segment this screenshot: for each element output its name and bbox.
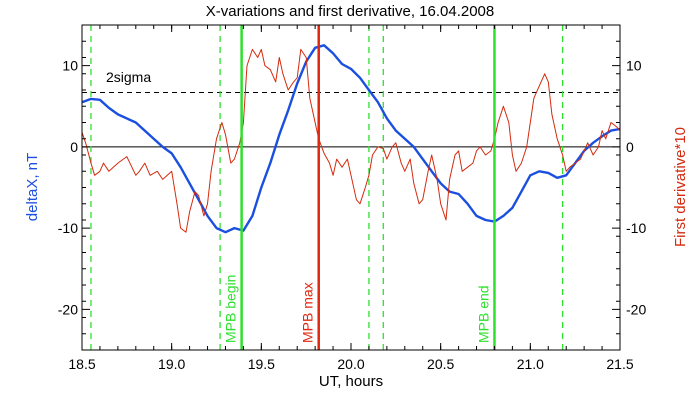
chart-title: X-variations and first derivative, 16.04…: [206, 3, 495, 20]
y-tick-label-right: 0: [626, 139, 634, 155]
y-tick-label-right: -20: [626, 301, 646, 317]
x-axis-label: UT, hours: [319, 373, 383, 390]
sigma-label: 2sigma: [106, 69, 151, 85]
marker-label: MPB begin: [223, 275, 239, 343]
x-tick-label: 19.5: [248, 356, 275, 372]
y-tick-label-left: 10: [62, 58, 78, 74]
y-axis-label-right: First derivative*10: [672, 127, 689, 247]
marker-label: MPB max: [300, 282, 316, 343]
marker-label: MPB end: [475, 285, 491, 343]
x-tick-label: 19.0: [158, 356, 185, 372]
deltax-line: [81, 44, 621, 234]
plot-area: MPB begin MPB max MPB end: [81, 25, 621, 350]
y-tick-label-left: 0: [70, 139, 78, 155]
derivative-line: [81, 48, 621, 233]
x-tick-label: 20.0: [337, 356, 364, 372]
axis-ticks: 18.5 19.0 19.5 20.0 20.5 21.0 21.5 -20 -20 -10 -10…: [58, 25, 646, 372]
y-tick-label-left: -20: [58, 301, 78, 317]
plot-frame: [81, 24, 621, 351]
x-tick-label: 20.5: [427, 356, 454, 372]
x-tick-label: 21.0: [517, 356, 544, 372]
y-tick-label-right: 10: [626, 58, 642, 74]
y-axis-label-left: deltaX, nT: [24, 153, 41, 221]
x-tick-label: 21.5: [606, 356, 633, 372]
y-tick-label-right: -10: [626, 220, 646, 236]
x-tick-label: 18.5: [68, 356, 95, 372]
y-tick-label-left: -10: [58, 220, 78, 236]
